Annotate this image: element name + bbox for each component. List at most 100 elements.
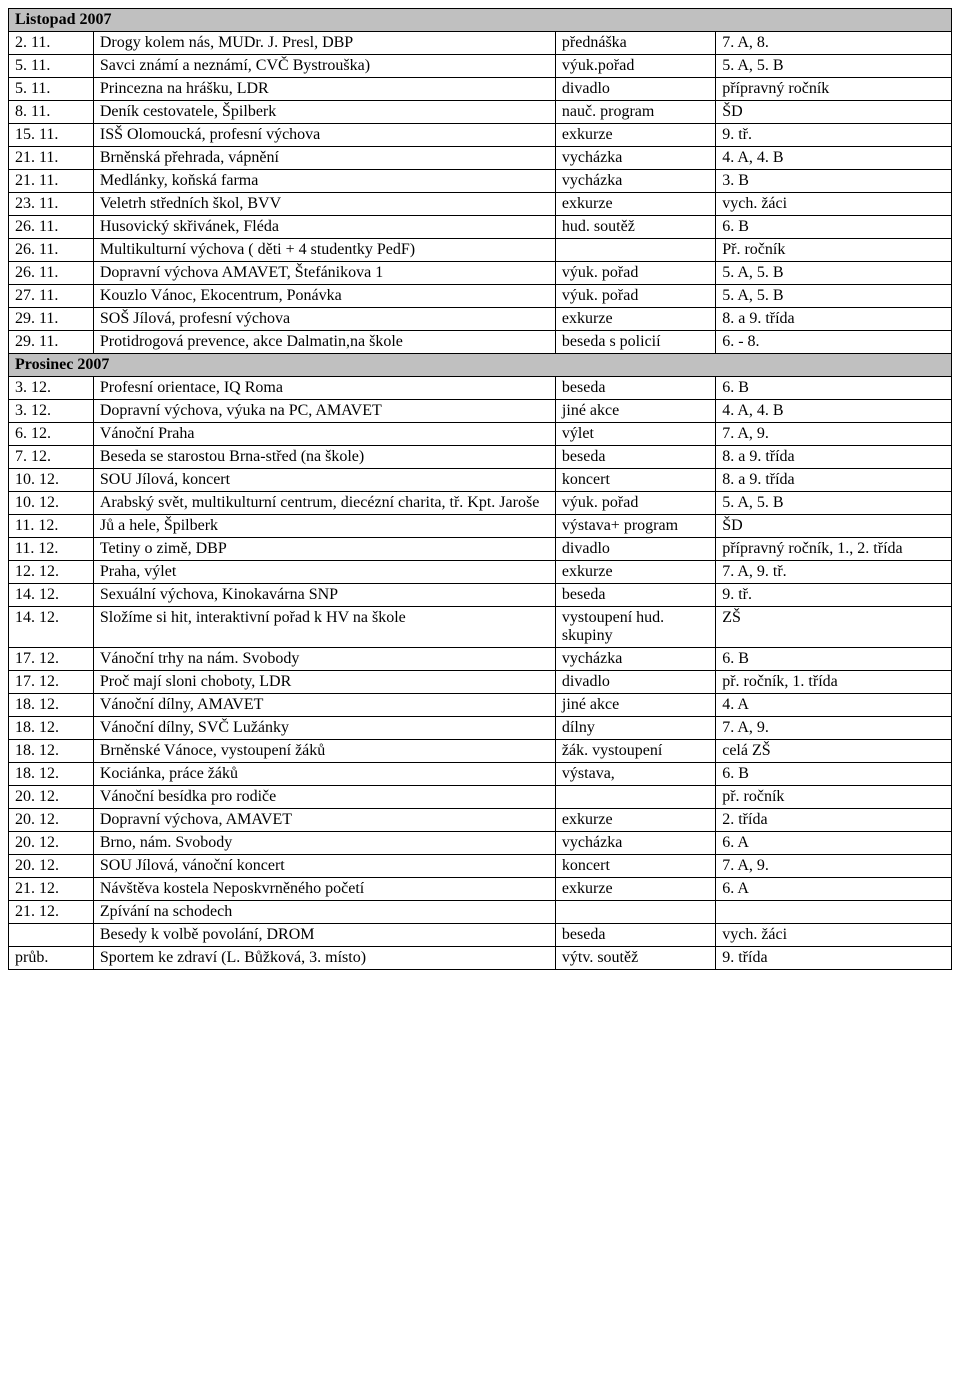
cell-desc: Sexuální výchova, Kinokavárna SNP — [93, 584, 555, 607]
cell-desc: ISŠ Olomoucká, profesní výchova — [93, 124, 555, 147]
table-row: 20. 12.Dopravní výchova, AMAVETexkurze2.… — [9, 809, 952, 832]
cell-date: 20. 12. — [9, 855, 94, 878]
cell-desc: Deník cestovatele, Špilberk — [93, 101, 555, 124]
cell-type: exkurze — [555, 561, 715, 584]
cell-date: 29. 11. — [9, 308, 94, 331]
cell-date — [9, 924, 94, 947]
cell-type: vycházka — [555, 832, 715, 855]
cell-date: 20. 12. — [9, 832, 94, 855]
table-row: 20. 12.SOU Jílová, vánoční koncertkoncer… — [9, 855, 952, 878]
table-row: 11. 12.Jů a hele, Špilberkvýstava+ progr… — [9, 515, 952, 538]
cell-type: divadlo — [555, 78, 715, 101]
cell-date: 6. 12. — [9, 423, 94, 446]
cell-date: 18. 12. — [9, 717, 94, 740]
cell-date: 21. 12. — [9, 878, 94, 901]
cell-group: 6. A — [716, 832, 952, 855]
cell-type: dílny — [555, 717, 715, 740]
cell-group: vych. žáci — [716, 924, 952, 947]
cell-group: 6. B — [716, 648, 952, 671]
table-row: 21. 11.Medlánky, koňská farmavycházka3. … — [9, 170, 952, 193]
cell-desc: Proč mají sloni choboty, LDR — [93, 671, 555, 694]
cell-group: 7. A, 9. — [716, 423, 952, 446]
cell-date: 14. 12. — [9, 607, 94, 648]
cell-date: 26. 11. — [9, 239, 94, 262]
cell-date: 26. 11. — [9, 216, 94, 239]
cell-group: 8. a 9. třída — [716, 308, 952, 331]
cell-date: 15. 11. — [9, 124, 94, 147]
cell-desc: SOŠ Jílová, profesní výchova — [93, 308, 555, 331]
cell-desc: Kouzlo Vánoc, Ekocentrum, Ponávka — [93, 285, 555, 308]
cell-type: exkurze — [555, 878, 715, 901]
cell-group: 7. A, 9. — [716, 855, 952, 878]
cell-desc: Vánoční besídka pro rodiče — [93, 786, 555, 809]
cell-group: 5. A, 5. B — [716, 285, 952, 308]
cell-group: 6. B — [716, 377, 952, 400]
cell-desc: Husovický skřivánek, Fléda — [93, 216, 555, 239]
cell-desc: SOU Jílová, vánoční koncert — [93, 855, 555, 878]
cell-group: 4. A — [716, 694, 952, 717]
cell-desc: Brněnská přehrada, vápnění — [93, 147, 555, 170]
cell-type: divadlo — [555, 671, 715, 694]
cell-desc: Vánoční dílny, SVČ Lužánky — [93, 717, 555, 740]
table-row: 21. 12.Návštěva kostela Neposkvrněného p… — [9, 878, 952, 901]
cell-group: Př. ročník — [716, 239, 952, 262]
cell-group: 7. A, 8. — [716, 32, 952, 55]
cell-type: koncert — [555, 469, 715, 492]
cell-type: nauč. program — [555, 101, 715, 124]
cell-desc: Veletrh středních škol, BVV — [93, 193, 555, 216]
cell-group: ŠD — [716, 101, 952, 124]
cell-desc: Brněnské Vánoce, vystoupení žáků — [93, 740, 555, 763]
cell-group: 9. tř. — [716, 124, 952, 147]
cell-date: 11. 12. — [9, 538, 94, 561]
cell-group: 8. a 9. třída — [716, 446, 952, 469]
table-row: 20. 12.Vánoční besídka pro rodičepř. roč… — [9, 786, 952, 809]
cell-desc: Besedy k volbě povolání, DROM — [93, 924, 555, 947]
table-row: 7. 12.Beseda se starostou Brna-střed (na… — [9, 446, 952, 469]
cell-desc: Savci známí a neznámí, CVČ Bystrouška) — [93, 55, 555, 78]
table-row: 29. 11.SOŠ Jílová, profesní výchovaexkur… — [9, 308, 952, 331]
cell-type: exkurze — [555, 809, 715, 832]
cell-date: 27. 11. — [9, 285, 94, 308]
cell-desc: Praha, výlet — [93, 561, 555, 584]
cell-date: 12. 12. — [9, 561, 94, 584]
cell-desc: Vánoční trhy na nám. Svobody — [93, 648, 555, 671]
cell-desc: Sportem ke zdraví (L. Bůžková, 3. místo) — [93, 947, 555, 970]
cell-group: 4. A, 4. B — [716, 400, 952, 423]
table-row: 20. 12.Brno, nám. Svobodyvycházka6. A — [9, 832, 952, 855]
cell-desc: Medlánky, koňská farma — [93, 170, 555, 193]
cell-desc: Beseda se starostou Brna-střed (na škole… — [93, 446, 555, 469]
cell-group: přípravný ročník — [716, 78, 952, 101]
cell-type: výstava+ program — [555, 515, 715, 538]
cell-date: 14. 12. — [9, 584, 94, 607]
cell-date: 10. 12. — [9, 492, 94, 515]
cell-type: jiné akce — [555, 400, 715, 423]
cell-date: 18. 12. — [9, 763, 94, 786]
cell-group: celá ZŠ — [716, 740, 952, 763]
table-row: 3. 12.Dopravní výchova, výuka na PC, AMA… — [9, 400, 952, 423]
table-row: Besedy k volbě povolání, DROMbesedavych.… — [9, 924, 952, 947]
cell-group: př. ročník, 1. třída — [716, 671, 952, 694]
cell-desc: Návštěva kostela Neposkvrněného početí — [93, 878, 555, 901]
cell-desc: Drogy kolem nás, MUDr. J. Presl, DBP — [93, 32, 555, 55]
cell-type: žák. vystoupení — [555, 740, 715, 763]
cell-desc: Zpívání na schodech — [93, 901, 555, 924]
cell-desc: Protidrogová prevence, akce Dalmatin,na … — [93, 331, 555, 354]
table-row: 3. 12.Profesní orientace, IQ Romabeseda6… — [9, 377, 952, 400]
cell-group: 7. A, 9. — [716, 717, 952, 740]
table-row: 14. 12.Složíme si hit, interaktivní pořa… — [9, 607, 952, 648]
cell-type — [555, 786, 715, 809]
cell-group: 5. A, 5. B — [716, 262, 952, 285]
cell-date: 18. 12. — [9, 740, 94, 763]
cell-group: 3. B — [716, 170, 952, 193]
cell-type: výuk. pořad — [555, 262, 715, 285]
table-row: 21. 11.Brněnská přehrada, vápněnívycházk… — [9, 147, 952, 170]
table-row: 5. 11.Savci známí a neznámí, CVČ Bystrou… — [9, 55, 952, 78]
cell-desc: Dopravní výchova, výuka na PC, AMAVET — [93, 400, 555, 423]
section-header-row: Prosinec 2007 — [9, 354, 952, 377]
table-row: 10. 12.SOU Jílová, koncertkoncert8. a 9.… — [9, 469, 952, 492]
cell-type: exkurze — [555, 193, 715, 216]
cell-desc: Brno, nám. Svobody — [93, 832, 555, 855]
cell-group: 7. A, 9. tř. — [716, 561, 952, 584]
cell-date: 2. 11. — [9, 32, 94, 55]
cell-desc: Vánoční Praha — [93, 423, 555, 446]
